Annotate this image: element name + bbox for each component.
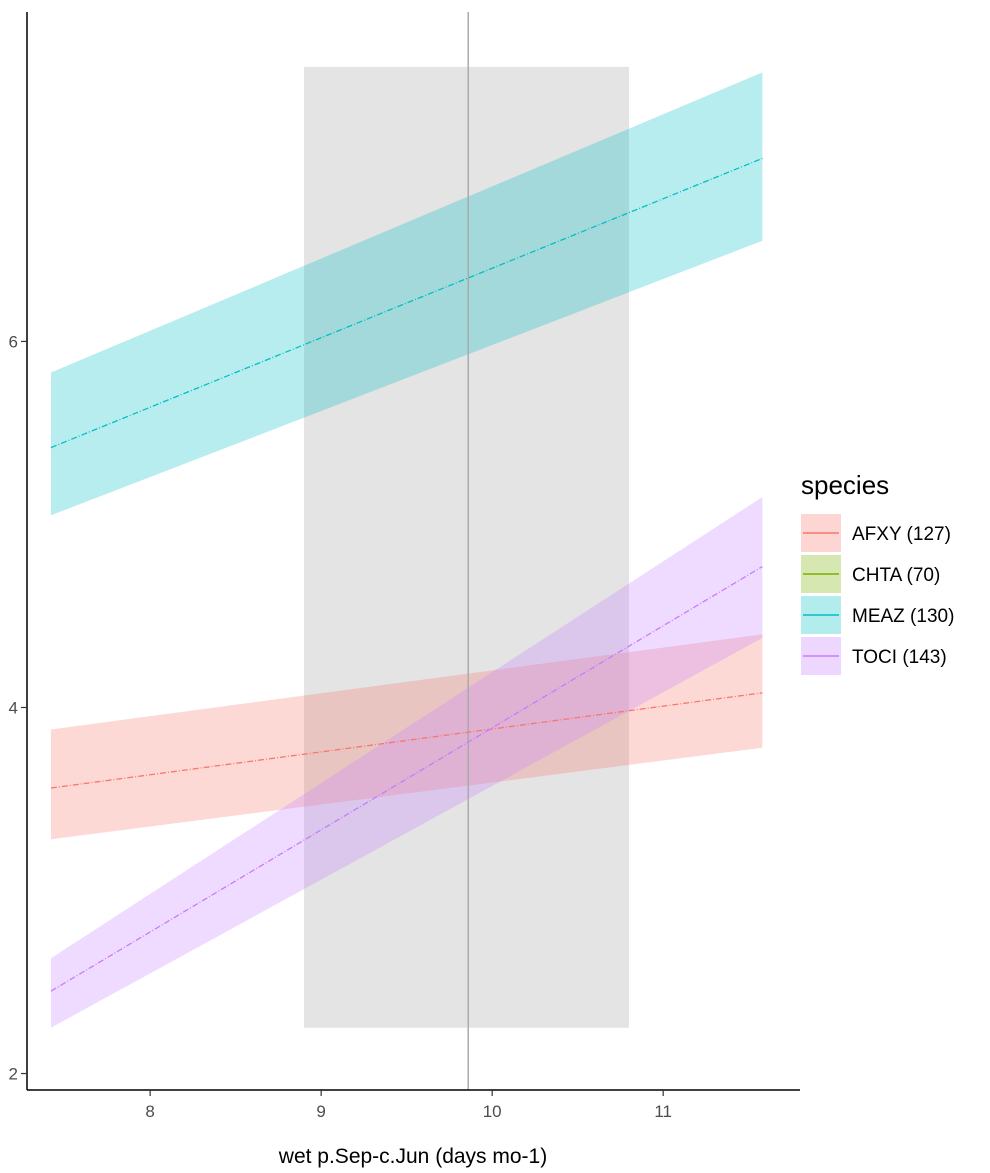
band-toci-143 xyxy=(50,497,763,1028)
confidence-bands xyxy=(50,72,763,1028)
ticks: 8 9 10 11 2 4 6 xyxy=(9,332,672,1121)
shaded-region-layer xyxy=(304,66,629,1028)
band-meaz-130 xyxy=(50,72,763,516)
y-tick-label: 6 xyxy=(9,332,18,351)
line-afxy-127 xyxy=(50,692,763,789)
legend-label-afxy-127: AFXY (127) xyxy=(852,524,951,545)
legend-label-chta-70: CHTA (70) xyxy=(852,565,940,586)
x-tick-label: 10 xyxy=(483,1102,502,1121)
x-tick-label: 8 xyxy=(145,1102,154,1121)
series-lines xyxy=(50,157,763,992)
shaded-region xyxy=(304,66,629,1028)
y-tick-label: 2 xyxy=(9,1065,18,1084)
x-tick-label: 11 xyxy=(654,1102,672,1121)
y-tick-label: 4 xyxy=(9,698,18,717)
x-tick-label: 9 xyxy=(316,1102,325,1121)
line-meaz-130 xyxy=(50,157,763,449)
x-axis-title: wet p.Sep-c.Jun (days mo-1) xyxy=(278,1145,547,1168)
line-toci-143 xyxy=(50,565,763,992)
legend-title: species xyxy=(801,470,889,500)
legend-label-toci-143: TOCI (143) xyxy=(852,647,947,668)
axes xyxy=(26,12,800,1091)
band-afxy-127 xyxy=(50,634,763,840)
legend-label-meaz-130: MEAZ (130) xyxy=(852,606,954,627)
legend: species AFXY (127) CHTA (70) MEAZ (130) TOC… xyxy=(801,470,954,675)
